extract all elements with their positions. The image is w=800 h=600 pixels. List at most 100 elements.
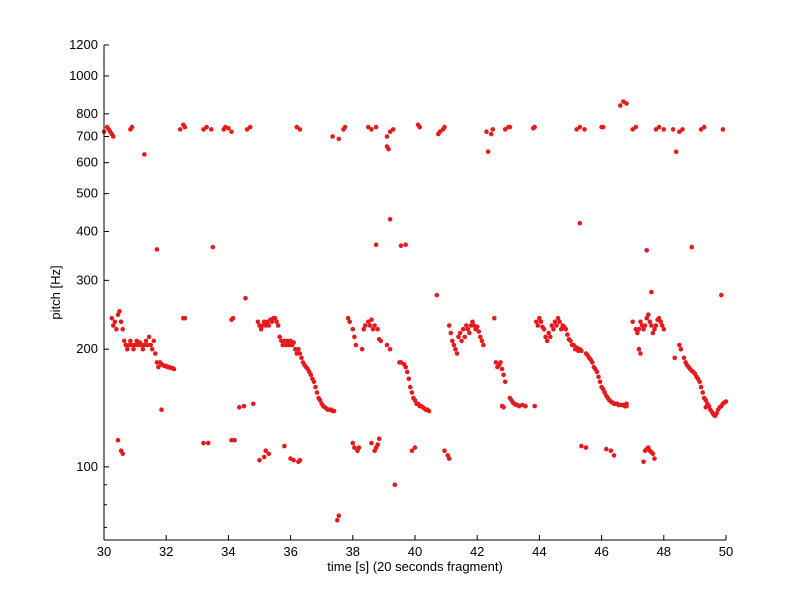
data-point	[117, 309, 122, 314]
data-point	[282, 443, 287, 449]
data-point	[618, 103, 623, 108]
data-point	[673, 149, 679, 154]
data-point	[453, 346, 458, 352]
data-point	[579, 443, 584, 449]
data-point	[636, 326, 642, 332]
data-point	[638, 319, 643, 325]
data-point	[448, 330, 454, 336]
data-point	[403, 242, 409, 247]
data-point	[330, 134, 335, 139]
data-point	[563, 326, 569, 332]
data-point	[538, 319, 544, 325]
data-point	[359, 346, 365, 352]
data-point	[534, 319, 539, 325]
x-tick-label: 30	[97, 544, 111, 559]
data-point	[476, 329, 482, 334]
data-point	[274, 319, 279, 325]
data-point	[336, 513, 342, 518]
y-tick-label: 800	[76, 106, 98, 121]
data-point	[313, 384, 318, 390]
data-point	[297, 127, 303, 132]
data-point	[488, 131, 494, 137]
data-point	[146, 334, 152, 340]
data-point	[492, 315, 497, 321]
data-point	[370, 326, 376, 332]
data-point	[232, 437, 237, 443]
data-point	[680, 127, 685, 132]
data-point	[171, 366, 177, 372]
data-point	[143, 338, 149, 344]
data-point	[408, 384, 413, 390]
data-point	[369, 440, 374, 446]
data-point	[582, 127, 587, 132]
data-point	[481, 342, 486, 348]
data-point	[697, 379, 702, 385]
data-point	[125, 346, 130, 352]
data-point	[451, 342, 457, 348]
data-point	[367, 323, 373, 328]
data-point	[442, 448, 447, 454]
data-point	[159, 407, 164, 413]
data-point	[551, 326, 556, 332]
data-point	[698, 384, 704, 390]
data-point	[552, 319, 558, 325]
data-point	[366, 124, 371, 130]
data-point	[703, 398, 709, 403]
data-point	[532, 403, 537, 409]
data-point	[677, 342, 682, 348]
y-tick-label: 600	[76, 155, 98, 170]
data-point	[353, 342, 359, 348]
data-point	[275, 323, 281, 328]
data-point	[111, 134, 116, 139]
data-point	[241, 403, 247, 409]
data-point	[714, 411, 719, 416]
data-point	[608, 448, 614, 454]
data-point	[678, 346, 684, 352]
data-point	[297, 351, 303, 356]
data-point	[465, 326, 471, 332]
data-point	[565, 332, 570, 337]
data-point	[417, 124, 423, 130]
x-axis-ticks: 30 32 34 36 38 40 42 44 46 48 50	[97, 535, 733, 559]
data-point	[498, 360, 503, 365]
data-point	[369, 127, 374, 132]
data-point	[460, 326, 466, 332]
data-point	[352, 445, 357, 450]
data-point	[153, 351, 158, 356]
data-point	[446, 456, 452, 461]
data-point	[335, 518, 340, 523]
x-tick-label: 42	[470, 544, 484, 559]
data-point	[537, 315, 542, 321]
y-axis-ticks: 100 200 300 400 500 600 700 800 1000 1200	[69, 37, 109, 528]
data-point	[403, 364, 409, 370]
data-point	[409, 390, 415, 395]
data-point	[464, 323, 469, 328]
data-point	[624, 101, 629, 106]
data-point	[128, 338, 133, 344]
data-point	[314, 390, 320, 395]
data-point	[644, 248, 649, 253]
data-point	[646, 312, 651, 318]
data-point	[535, 323, 541, 328]
data-point	[229, 129, 234, 134]
data-point	[308, 372, 314, 378]
data-point	[412, 445, 418, 450]
data-point	[156, 364, 161, 370]
y-tick-label: 500	[76, 186, 98, 201]
data-point	[384, 134, 390, 139]
data-point	[650, 330, 656, 336]
data-point	[723, 399, 729, 404]
data-point	[611, 453, 617, 458]
data-point	[700, 390, 705, 395]
data-point	[148, 342, 153, 348]
data-point	[386, 146, 391, 152]
data-point	[636, 346, 642, 352]
data-point	[286, 342, 292, 348]
data-point	[182, 315, 188, 321]
x-tick-label: 32	[159, 544, 173, 559]
y-tick-label: 700	[76, 129, 98, 144]
data-point	[376, 436, 382, 442]
y-axis-label: pitch [Hz]	[48, 265, 63, 319]
